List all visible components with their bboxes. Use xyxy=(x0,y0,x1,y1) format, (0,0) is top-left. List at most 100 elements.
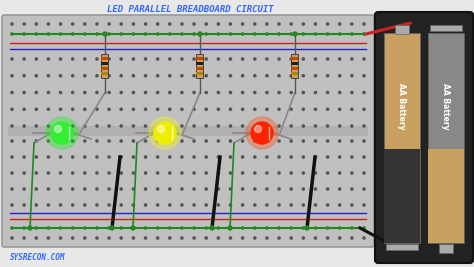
Circle shape xyxy=(363,156,365,158)
Circle shape xyxy=(72,91,74,94)
Circle shape xyxy=(59,204,62,206)
Circle shape xyxy=(169,125,171,127)
Circle shape xyxy=(290,75,292,77)
Circle shape xyxy=(242,108,244,110)
Circle shape xyxy=(266,75,268,77)
Circle shape xyxy=(47,23,49,25)
Circle shape xyxy=(120,188,122,190)
Circle shape xyxy=(145,91,146,94)
Circle shape xyxy=(157,125,164,132)
Circle shape xyxy=(205,91,207,94)
Circle shape xyxy=(181,172,183,174)
Circle shape xyxy=(205,156,207,158)
Circle shape xyxy=(108,125,110,127)
Circle shape xyxy=(302,188,304,190)
Circle shape xyxy=(23,237,25,239)
Circle shape xyxy=(96,58,98,60)
Circle shape xyxy=(314,23,317,25)
Circle shape xyxy=(156,75,159,77)
Circle shape xyxy=(132,156,135,158)
Circle shape xyxy=(229,58,232,60)
Circle shape xyxy=(266,108,268,110)
Bar xyxy=(439,244,453,253)
Circle shape xyxy=(314,33,317,35)
Circle shape xyxy=(35,140,37,142)
Circle shape xyxy=(290,58,292,60)
Circle shape xyxy=(278,156,280,158)
Circle shape xyxy=(96,156,98,158)
Circle shape xyxy=(229,156,232,158)
Circle shape xyxy=(96,75,98,77)
Circle shape xyxy=(59,23,62,25)
Circle shape xyxy=(193,91,195,94)
Circle shape xyxy=(351,58,353,60)
Circle shape xyxy=(47,156,49,158)
Bar xyxy=(292,68,299,70)
Circle shape xyxy=(11,108,13,110)
Circle shape xyxy=(242,23,244,25)
Circle shape xyxy=(156,172,159,174)
Circle shape xyxy=(302,108,304,110)
FancyBboxPatch shape xyxy=(375,12,473,263)
Circle shape xyxy=(120,125,122,127)
Circle shape xyxy=(145,75,146,77)
Circle shape xyxy=(84,204,86,206)
Circle shape xyxy=(351,172,353,174)
Circle shape xyxy=(302,140,304,142)
Circle shape xyxy=(47,237,49,239)
Circle shape xyxy=(156,33,159,35)
Circle shape xyxy=(205,23,207,25)
Circle shape xyxy=(217,188,219,190)
Bar xyxy=(8,126,368,136)
Circle shape xyxy=(23,227,25,229)
Bar xyxy=(384,148,420,243)
Circle shape xyxy=(229,33,232,35)
Circle shape xyxy=(96,237,98,239)
Circle shape xyxy=(120,91,122,94)
Circle shape xyxy=(205,204,207,206)
Circle shape xyxy=(338,91,341,94)
Circle shape xyxy=(351,91,353,94)
Circle shape xyxy=(72,188,74,190)
Circle shape xyxy=(278,188,280,190)
Circle shape xyxy=(302,125,304,127)
Circle shape xyxy=(338,227,341,229)
Circle shape xyxy=(156,140,159,142)
Circle shape xyxy=(217,58,219,60)
Circle shape xyxy=(47,108,49,110)
Circle shape xyxy=(84,156,86,158)
Circle shape xyxy=(229,23,232,25)
Circle shape xyxy=(72,58,74,60)
Circle shape xyxy=(35,172,37,174)
Circle shape xyxy=(254,33,256,35)
Circle shape xyxy=(193,108,195,110)
Circle shape xyxy=(84,125,86,127)
Circle shape xyxy=(154,122,176,144)
Circle shape xyxy=(327,125,328,127)
Circle shape xyxy=(242,58,244,60)
Circle shape xyxy=(278,237,280,239)
Circle shape xyxy=(132,91,135,94)
Circle shape xyxy=(193,23,195,25)
Circle shape xyxy=(290,125,292,127)
Bar xyxy=(395,25,409,34)
Circle shape xyxy=(23,33,25,35)
Circle shape xyxy=(242,237,244,239)
Circle shape xyxy=(96,172,98,174)
Circle shape xyxy=(47,125,49,127)
Circle shape xyxy=(327,75,328,77)
Circle shape xyxy=(28,226,32,230)
Bar xyxy=(430,25,462,31)
Circle shape xyxy=(242,125,244,127)
Circle shape xyxy=(145,188,146,190)
Circle shape xyxy=(11,23,13,25)
Circle shape xyxy=(305,226,309,230)
Circle shape xyxy=(266,204,268,206)
Circle shape xyxy=(351,23,353,25)
Circle shape xyxy=(314,58,317,60)
Circle shape xyxy=(314,108,317,110)
Circle shape xyxy=(242,156,244,158)
Circle shape xyxy=(11,188,13,190)
Circle shape xyxy=(193,75,195,77)
Circle shape xyxy=(120,156,122,158)
